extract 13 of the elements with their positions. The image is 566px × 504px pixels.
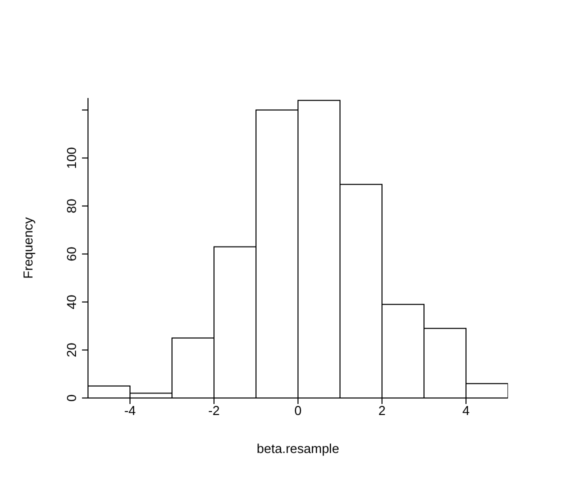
- x-tick-label: 2: [378, 403, 386, 418]
- y-tick-label: 100: [64, 147, 79, 169]
- x-tick-label: -4: [124, 403, 136, 418]
- y-tick-label: 40: [64, 294, 79, 310]
- x-tick-label: 0: [294, 403, 302, 418]
- y-tick-label: 20: [64, 342, 79, 358]
- x-tick-label: -2: [208, 403, 220, 418]
- y-tick-label: 0: [64, 394, 79, 402]
- x-axis-title: beta.resample: [256, 441, 340, 456]
- y-axis-title: Frequency: [20, 216, 36, 279]
- y-tick-label: 60: [64, 246, 79, 262]
- y-tick-label: 80: [64, 198, 79, 214]
- x-tick-label: 4: [462, 403, 470, 418]
